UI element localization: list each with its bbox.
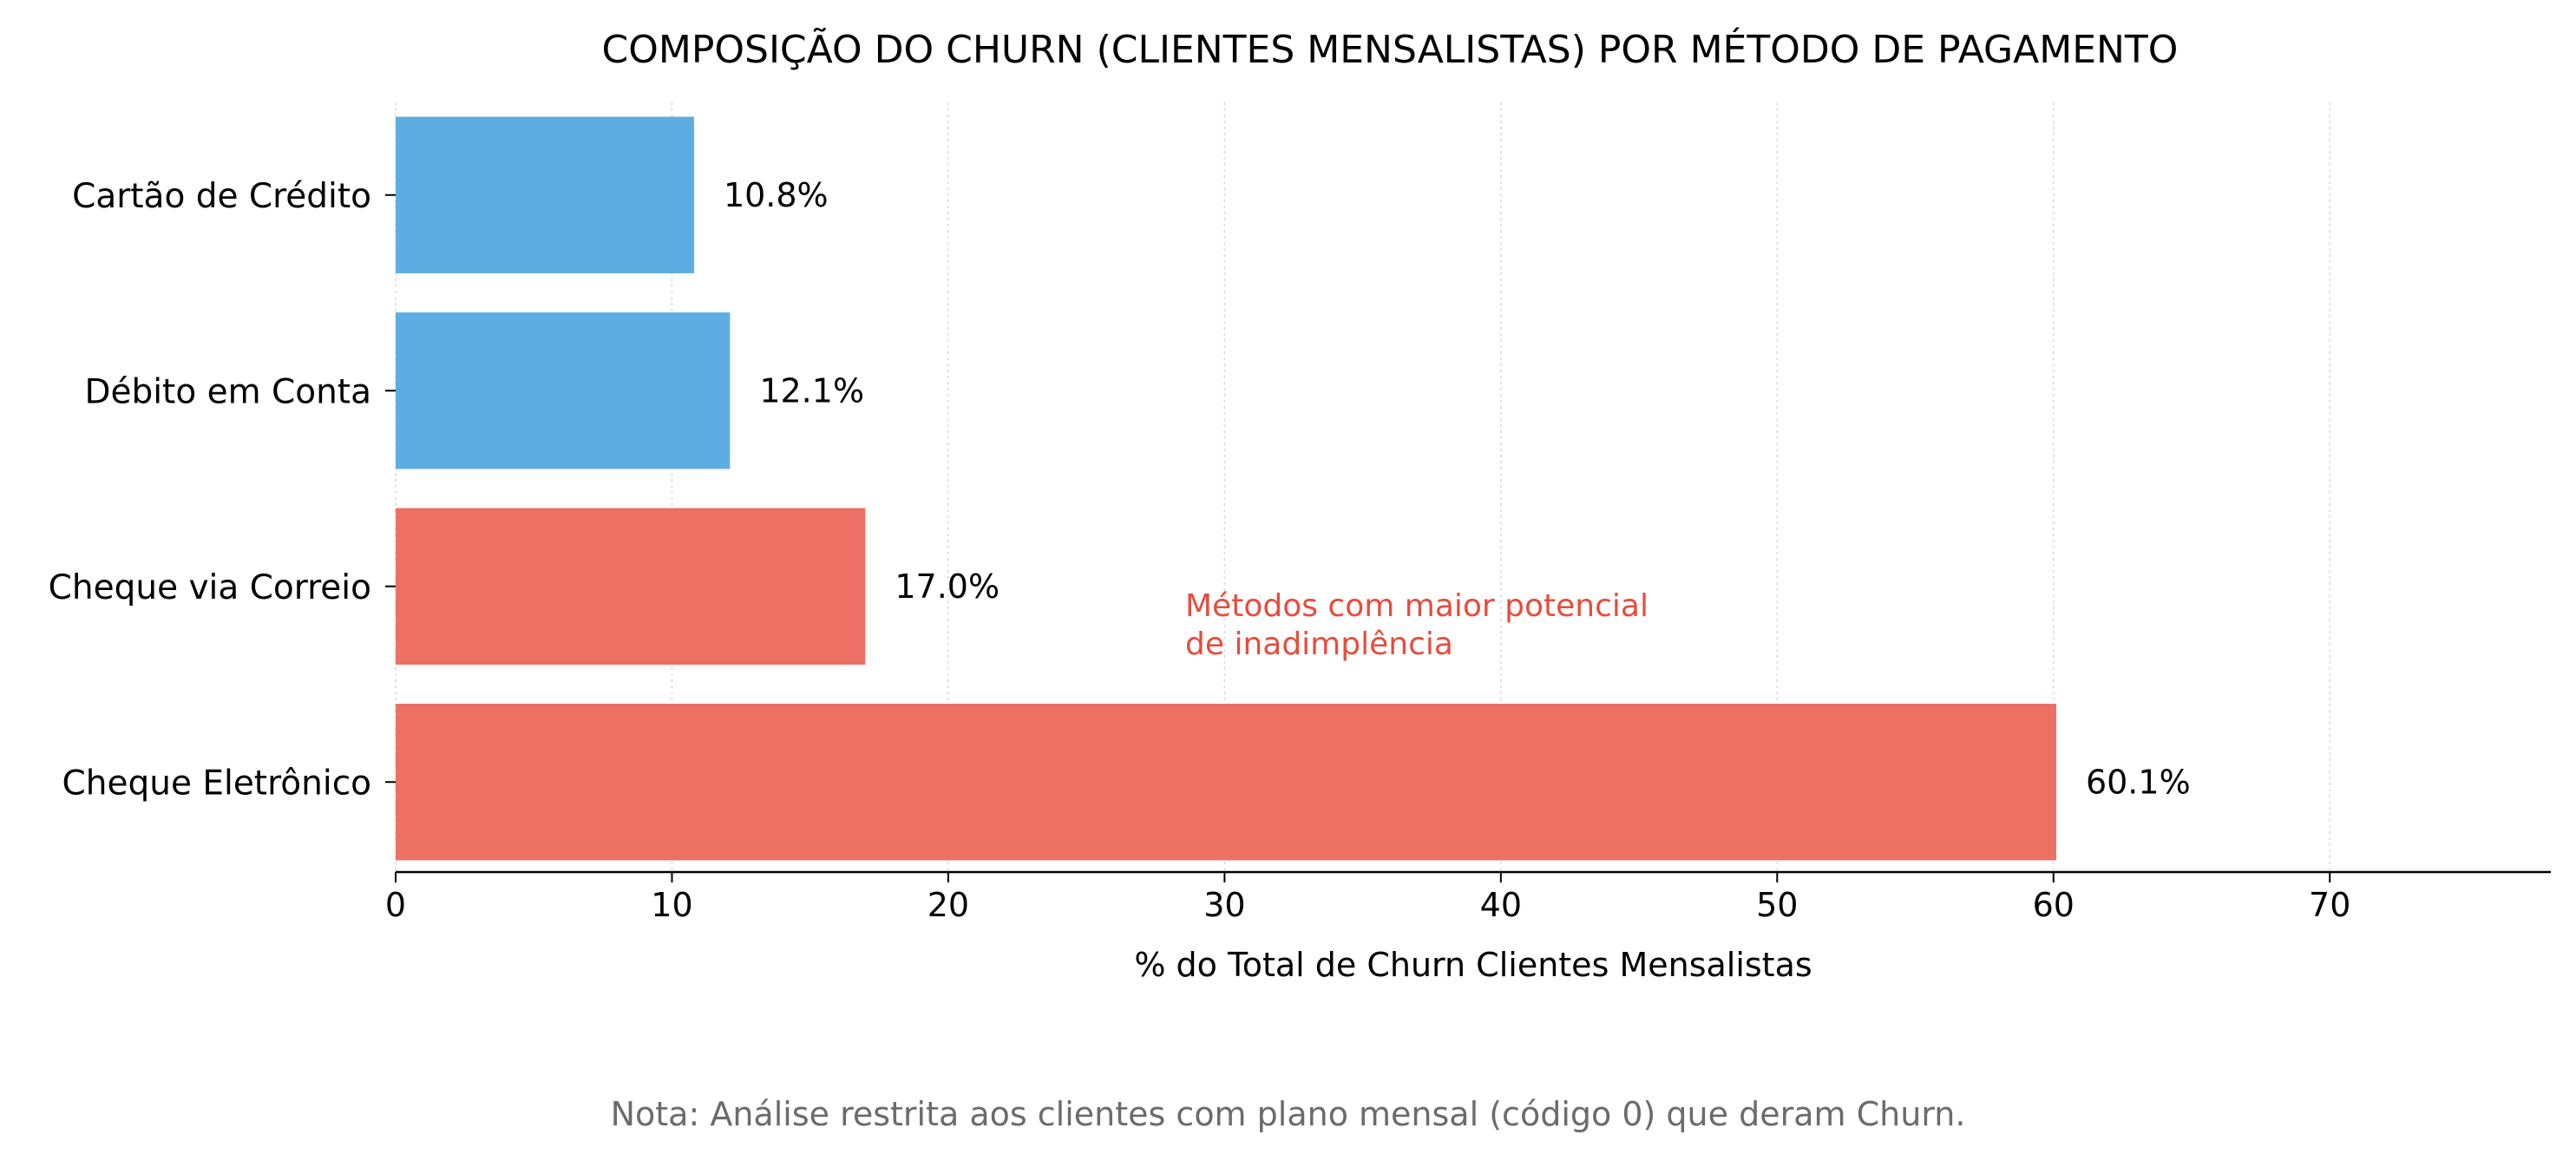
bar	[396, 312, 731, 469]
x-tick-label: 60	[2033, 886, 2075, 924]
bar	[396, 508, 866, 665]
category-label: Cartão de Crédito	[72, 177, 371, 216]
category-label: Cheque via Correio	[49, 568, 371, 607]
risk-annotation: Métodos com maior potencial de inadimplên…	[1185, 588, 1649, 662]
bars	[396, 116, 2056, 861]
bar	[396, 116, 694, 273]
category-label: Cheque Eletrônico	[62, 764, 371, 803]
footnote: Nota: Análise restrita aos clientes com …	[610, 1095, 1966, 1133]
annotation-line: de inadimplência	[1185, 626, 1453, 662]
value-labels: 10.8% 12.1% 17.0% 60.1%	[724, 176, 2191, 802]
value-label: 17.0%	[895, 567, 1000, 606]
x-axis: 0 10 20 30 40 50 60 70	[385, 870, 2551, 924]
x-tick-label: 70	[2309, 886, 2350, 924]
x-tick-label: 20	[927, 886, 969, 924]
x-tick-label: 30	[1203, 886, 1245, 924]
x-axis-label: % do Total de Churn Clientes Mensalistas	[1134, 946, 1812, 984]
value-label: 12.1%	[759, 371, 864, 410]
bar	[396, 704, 2056, 861]
category-label: Débito em Conta	[84, 372, 371, 411]
x-tick-label: 10	[651, 886, 692, 924]
x-tick-label: 0	[385, 886, 406, 924]
chart-title: COMPOSIÇÃO DO CHURN (CLIENTES MENSALISTA…	[602, 26, 2179, 72]
value-label: 10.8%	[724, 176, 829, 214]
x-tick-label: 50	[1756, 886, 1798, 924]
value-label: 60.1%	[2086, 763, 2191, 801]
annotation-line: Métodos com maior potencial	[1185, 588, 1649, 624]
y-axis: Cartão de Crédito Débito em Conta Cheque v…	[49, 177, 396, 803]
x-tick-label: 40	[1480, 886, 1522, 924]
